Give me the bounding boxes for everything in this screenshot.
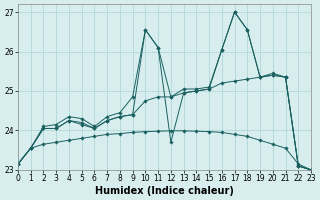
- X-axis label: Humidex (Indice chaleur): Humidex (Indice chaleur): [95, 186, 234, 196]
